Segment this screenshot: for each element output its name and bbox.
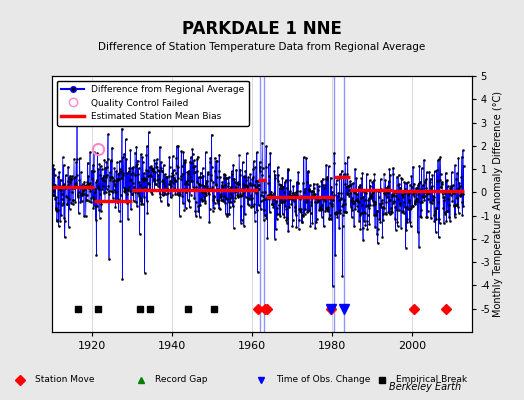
Text: Time of Obs. Change: Time of Obs. Change <box>276 376 370 384</box>
Legend: Difference from Regional Average, Quality Control Failed, Estimated Station Mean: Difference from Regional Average, Qualit… <box>57 80 249 126</box>
Y-axis label: Monthly Temperature Anomaly Difference (°C): Monthly Temperature Anomaly Difference (… <box>493 91 503 317</box>
Text: Berkeley Earth: Berkeley Earth <box>389 382 461 392</box>
Text: Record Gap: Record Gap <box>155 376 208 384</box>
Text: Difference of Station Temperature Data from Regional Average: Difference of Station Temperature Data f… <box>99 42 425 52</box>
Text: Station Move: Station Move <box>35 376 94 384</box>
Text: Empirical Break: Empirical Break <box>396 376 467 384</box>
Text: PARKDALE 1 NNE: PARKDALE 1 NNE <box>182 20 342 38</box>
